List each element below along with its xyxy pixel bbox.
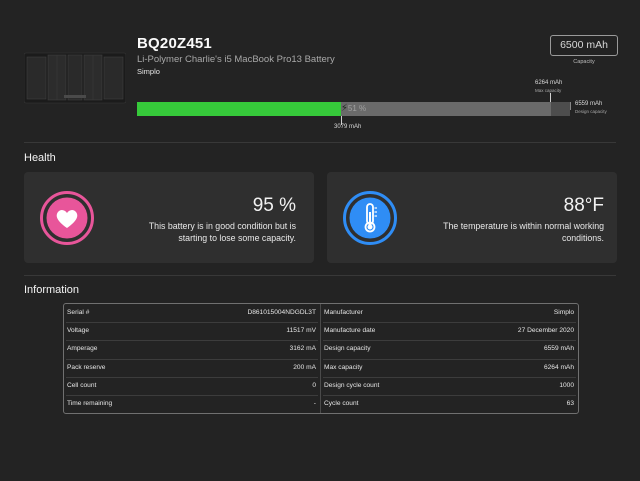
table-row: Cycle count 63 <box>321 395 578 413</box>
row-key: Serial # <box>67 309 90 316</box>
design-capacity-value: 6559 mAh <box>575 101 603 107</box>
table-row: Manufacture date 27 December 2020 <box>321 322 578 340</box>
table-row: Voltage 11517 mV <box>64 322 320 340</box>
row-divider <box>323 322 576 324</box>
row-value: 27 December 2020 <box>517 327 574 335</box>
table-row: Time remaining - <box>64 395 320 413</box>
table-row: Cell count 0 <box>64 377 320 395</box>
temperature-description: The temperature is within normal working… <box>354 221 604 244</box>
row-value: 63 <box>566 400 574 407</box>
condition-description: This battery is in good condition but is… <box>46 221 296 244</box>
row-key: Design capacity <box>324 345 371 353</box>
condition-line-2: starting to lose some capacity. <box>178 232 296 243</box>
temperature-line-1: The temperature is within normal working <box>443 221 604 231</box>
table-row: Max capacity 6264 mAh <box>321 359 578 377</box>
table-row: Amperage 3162 mA <box>64 340 320 358</box>
row-value: 6264 mAh <box>543 363 574 371</box>
divider-top <box>24 142 616 143</box>
row-divider <box>66 395 318 396</box>
table-row: Serial # D861015004NDGDL3T <box>64 304 320 322</box>
row-value: 11517 mV <box>286 327 316 335</box>
charge-percent: ⚡51 % <box>137 102 570 116</box>
temperature-value: 88°F <box>563 195 604 216</box>
design-capacity-tick <box>570 102 571 110</box>
row-key: Manufacture date <box>324 327 376 335</box>
max-capacity-tick <box>550 93 551 102</box>
max-capacity-label: Max capacity <box>535 88 562 93</box>
max-capacity-value: 6264 mAh <box>535 80 563 86</box>
current-charge-tick <box>340 116 342 125</box>
row-value: - <box>313 400 316 407</box>
table-row: Design capacity 6559 mAh <box>321 340 578 358</box>
battery-model: BQ20Z451 <box>137 35 212 52</box>
table-row: Pack reserve 200 mA <box>64 359 320 377</box>
health-title: Health <box>24 152 56 164</box>
battery-manufacturer: Simplo <box>137 67 160 76</box>
row-divider <box>66 340 318 342</box>
row-value: 200 mA <box>293 363 316 371</box>
row-key: Pack reserve <box>67 363 106 371</box>
row-value: 1000 <box>559 381 574 389</box>
battery-image <box>24 52 126 104</box>
table-row: Design cycle count 1000 <box>321 377 578 395</box>
information-title: Information <box>24 284 80 296</box>
row-key: Design cycle count <box>324 381 380 389</box>
heart-icon <box>40 191 94 245</box>
condition-line-1: This battery is in good condition but is <box>148 221 296 231</box>
row-key: Manufacturer <box>324 309 363 316</box>
information-table-split <box>320 304 321 413</box>
row-divider <box>323 395 576 396</box>
temperature-card: 88°F The temperature is within normal wo… <box>327 172 617 263</box>
row-key: Max capacity <box>324 363 363 371</box>
row-divider <box>66 322 318 324</box>
current-charge-value: 3079 mAh <box>334 124 362 130</box>
charge-percent-text: 51 % <box>347 104 367 113</box>
bolt-icon: ⚡ <box>340 103 348 114</box>
row-divider <box>323 340 576 342</box>
condition-card: 95 % This battery is in good condition b… <box>24 172 314 263</box>
row-key: Amperage <box>67 345 98 353</box>
information-table <box>63 303 579 414</box>
temperature-line-2: conditions. <box>561 232 604 243</box>
charge-bar-fill <box>137 102 341 116</box>
row-value: 6559 mAh <box>543 345 574 353</box>
battery-description: Li-Polymer Charlie's i5 MacBook Pro13 Ba… <box>137 54 335 65</box>
capacity-value: 6500 mAh <box>550 35 618 56</box>
row-key: Cell count <box>67 381 97 389</box>
row-divider <box>66 376 318 378</box>
row-value: 0 <box>312 381 316 389</box>
row-key: Cycle count <box>324 400 359 407</box>
row-key: Voltage <box>67 327 89 335</box>
row-value: Simplo <box>553 309 574 316</box>
design-capacity-label: Design capacity <box>575 109 607 114</box>
row-divider <box>66 358 318 360</box>
condition-value: 95 % <box>252 195 296 216</box>
row-value: 3162 mA <box>289 345 316 353</box>
row-divider <box>323 358 576 360</box>
divider-bottom <box>24 275 616 276</box>
thermometer-icon <box>343 191 397 245</box>
capacity-label: Capacity <box>573 59 595 65</box>
row-value: D861015004NDGDL3T <box>247 309 316 316</box>
row-key: Time remaining <box>67 400 113 407</box>
row-divider <box>323 376 576 378</box>
table-row: Manufacturer Simplo <box>321 304 578 322</box>
